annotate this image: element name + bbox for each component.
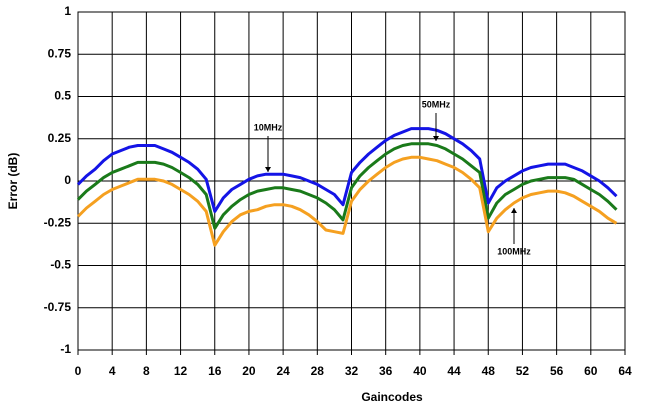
y-tick-label: -0.25 xyxy=(44,215,72,229)
x-axis-label: Gaincodes xyxy=(361,390,423,404)
y-tick-label: 1 xyxy=(64,4,71,18)
y-tick-label: 0.75 xyxy=(48,46,72,60)
series-line xyxy=(76,142,618,230)
series-line xyxy=(76,155,618,247)
y-tick-label: -0.5 xyxy=(50,258,71,272)
arrow-head xyxy=(265,167,271,172)
y-tick-label: 0.25 xyxy=(48,131,72,145)
y-tick-label: -1 xyxy=(60,342,71,356)
x-tick-label: 32 xyxy=(345,364,359,378)
series-line xyxy=(76,127,618,213)
x-tick-label: 56 xyxy=(550,364,564,378)
x-tick-label: 40 xyxy=(413,364,427,378)
x-tick-label: 48 xyxy=(482,364,496,378)
annotation-label: 50MHz xyxy=(422,99,451,109)
arrow-head xyxy=(433,136,439,141)
y-tick-label: 0.5 xyxy=(54,89,71,103)
x-tick-label: 28 xyxy=(311,364,325,378)
y-axis-label: Error (dB) xyxy=(6,153,20,210)
x-tick-label: 36 xyxy=(379,364,393,378)
x-tick-label: 8 xyxy=(143,364,150,378)
x-tick-label: 16 xyxy=(208,364,222,378)
x-tick-label: 64 xyxy=(618,364,632,378)
x-tick-label: 60 xyxy=(584,364,598,378)
x-tick-label: 24 xyxy=(276,364,290,378)
x-tick-label: 4 xyxy=(109,364,116,378)
y-tick-label: 0 xyxy=(64,173,71,187)
x-tick-label: 44 xyxy=(447,364,461,378)
x-tick-label: 12 xyxy=(174,364,188,378)
annotation-label: 10MHz xyxy=(254,122,283,132)
y-tick-label: -0.75 xyxy=(44,300,72,314)
x-tick-label: 52 xyxy=(516,364,530,378)
x-tick-label: 0 xyxy=(75,364,82,378)
arrow-head xyxy=(511,208,517,213)
annotation-label: 100MHz xyxy=(497,246,531,256)
x-tick-label: 20 xyxy=(242,364,256,378)
plot-frame xyxy=(77,11,626,351)
